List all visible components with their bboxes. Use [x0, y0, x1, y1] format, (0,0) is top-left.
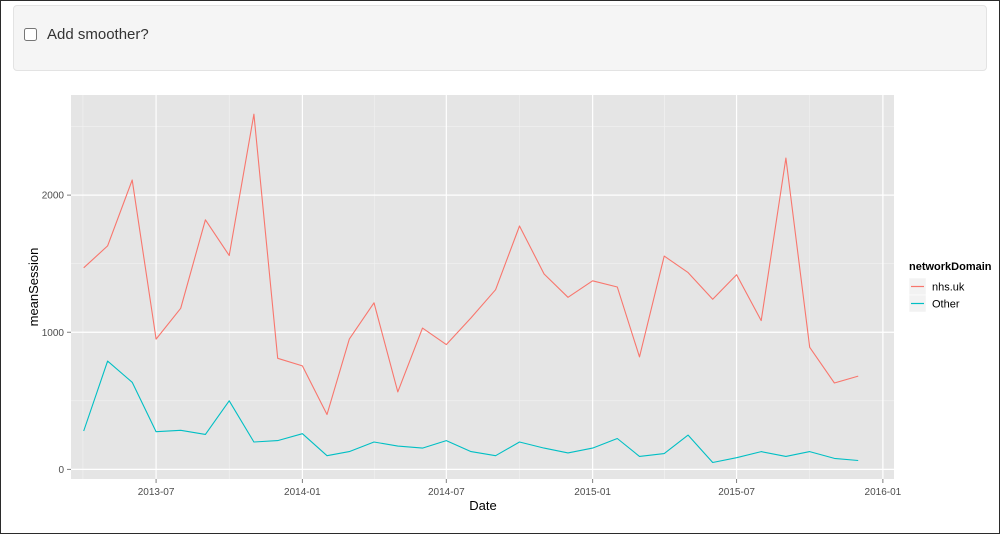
- series-line-other: [83, 360, 859, 464]
- smoother-control-panel: Add smoother?: [13, 5, 987, 71]
- x-tick-label: 2014-07: [428, 487, 465, 498]
- plot-panel-background: [71, 95, 894, 479]
- x-tick-label: 2013-07: [138, 487, 175, 498]
- x-axis-title: Date: [469, 498, 496, 513]
- legend: networkDomain nhs.uk Other: [908, 261, 992, 313]
- legend-label: nhs.uk: [932, 282, 965, 294]
- x-tick-label: 2014-01: [284, 487, 321, 498]
- x-axis: 2013-07 2014-01 2014-07 2015-01 2015-07 2016-…: [138, 479, 902, 498]
- smoother-checkbox-label: Add smoother?: [47, 26, 149, 43]
- x-tick-label: 2016-01: [865, 487, 902, 498]
- x-tick-label: 2015-01: [574, 487, 611, 498]
- y-tick-label: 0: [58, 465, 64, 476]
- major-gridlines: [71, 95, 894, 479]
- y-axis-title: meanSession: [26, 248, 41, 327]
- legend-title: networkDomain: [909, 261, 992, 273]
- y-tick-label: 2000: [42, 191, 65, 202]
- series-lines: [83, 113, 859, 464]
- y-axis: 0 1000 2000: [42, 191, 71, 476]
- y-tick-label: 1000: [42, 328, 65, 339]
- smoother-checkbox[interactable]: [24, 28, 37, 41]
- smoother-checkbox-row[interactable]: Add smoother?: [24, 26, 149, 43]
- legend-label: Other: [932, 299, 960, 311]
- x-tick-label: 2015-07: [718, 487, 755, 498]
- series-line-nhs-uk: [83, 113, 859, 416]
- minor-gridlines: [71, 95, 894, 479]
